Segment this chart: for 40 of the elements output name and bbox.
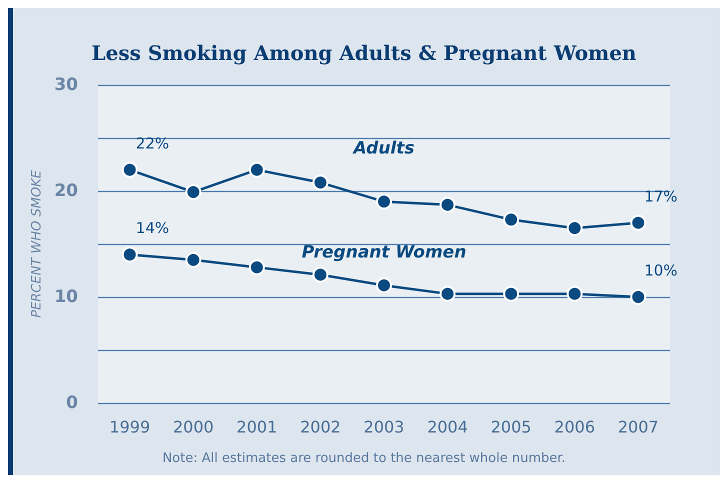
x-tick-label: 2006 <box>554 418 596 436</box>
point <box>566 220 583 236</box>
point <box>503 212 520 228</box>
point <box>376 194 392 210</box>
x-tick-label: 2007 <box>618 418 659 436</box>
point <box>122 246 138 263</box>
data-label: 17% <box>644 187 678 206</box>
y-tick-label: 30 <box>54 75 78 95</box>
point <box>312 174 328 191</box>
point <box>630 289 646 305</box>
text: Note: All estimates are rounded to the nearest whole number. <box>162 451 566 466</box>
point <box>440 286 456 302</box>
x-tick-label: 2001 <box>236 418 278 436</box>
x-tick-label: 2005 <box>490 418 532 436</box>
point <box>440 196 456 213</box>
data-label: 10% <box>644 262 678 280</box>
point <box>630 214 646 231</box>
series-label: Adults <box>352 138 414 159</box>
data-label: 14% <box>136 219 170 238</box>
y-tick-label: 0 <box>66 393 78 413</box>
data-label: 22% <box>136 134 170 152</box>
point <box>376 277 392 294</box>
point <box>503 286 520 302</box>
y-tick-label: 10 <box>54 287 78 307</box>
x-tick-label: 2004 <box>427 418 468 436</box>
point <box>122 162 138 178</box>
point <box>248 259 265 276</box>
chart-title: Less Smoking Among Adults & Pregnant Women <box>92 41 637 65</box>
y-tick-label: 20 <box>54 181 78 201</box>
point <box>185 184 202 200</box>
point <box>566 286 583 302</box>
point <box>248 162 265 178</box>
x-tick-label: 2000 <box>172 418 214 436</box>
x-tick-label: 2003 <box>364 418 404 436</box>
x-tick-label: 2002 <box>300 418 341 436</box>
y-axis-title: PERCENT WHO SMOKE <box>29 169 44 318</box>
series-label: Pregnant Women <box>302 242 466 263</box>
x-tick-label: 1999 <box>109 418 150 436</box>
point <box>312 266 328 283</box>
point <box>185 252 202 268</box>
